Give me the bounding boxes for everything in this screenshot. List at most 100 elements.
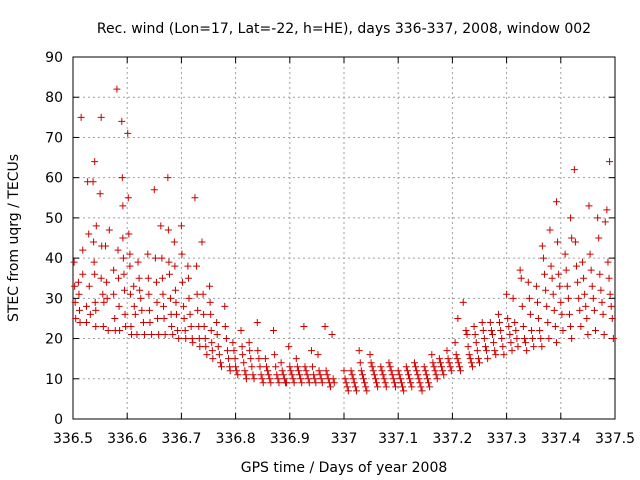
data-point <box>453 355 461 363</box>
data-point <box>207 310 215 318</box>
data-point <box>241 367 249 375</box>
data-point <box>262 363 270 371</box>
data-point <box>278 367 286 375</box>
data-point <box>144 250 152 258</box>
data-point <box>71 298 79 306</box>
data-point <box>414 371 422 379</box>
data-point <box>518 302 526 310</box>
data-point <box>184 274 192 282</box>
data-point <box>399 383 407 391</box>
data-point <box>130 302 138 310</box>
data-point <box>79 246 87 254</box>
data-point <box>72 314 80 322</box>
x-tick-label: 337.5 <box>595 431 635 447</box>
data-point <box>388 371 396 379</box>
data-point <box>229 339 237 347</box>
data-point <box>277 359 285 367</box>
x-tick-label: 336.7 <box>161 431 201 447</box>
data-point <box>198 238 206 246</box>
data-point <box>371 375 379 383</box>
y-tick-label: 60 <box>45 171 63 187</box>
data-point <box>285 343 293 351</box>
data-point <box>379 371 387 379</box>
data-point <box>604 258 612 266</box>
data-point <box>432 371 440 379</box>
data-point <box>226 367 234 375</box>
data-point <box>585 202 593 210</box>
data-point <box>563 282 571 290</box>
data-point <box>436 359 444 367</box>
data-point <box>481 343 489 351</box>
data-point <box>454 314 462 322</box>
data-point <box>158 274 166 282</box>
data-point <box>472 339 480 347</box>
data-point <box>171 286 179 294</box>
data-point <box>317 375 325 383</box>
data-point <box>110 290 118 298</box>
data-point <box>97 274 105 282</box>
data-point <box>606 158 614 166</box>
data-point <box>77 113 85 121</box>
data-point <box>581 290 589 298</box>
data-point <box>490 339 498 347</box>
data-point <box>237 327 245 335</box>
data-point <box>571 238 579 246</box>
data-point <box>425 379 433 387</box>
x-tick-label: 336.8 <box>216 431 256 447</box>
data-point <box>410 359 418 367</box>
data-point <box>173 310 181 318</box>
data-point <box>242 375 250 383</box>
data-point <box>589 294 597 302</box>
data-point <box>154 314 162 322</box>
data-point <box>191 194 199 202</box>
data-point <box>230 347 238 355</box>
data-point <box>221 302 229 310</box>
data-point <box>522 339 530 347</box>
data-point <box>568 234 576 242</box>
data-point <box>468 363 476 371</box>
data-point <box>160 302 168 310</box>
data-point <box>370 371 378 379</box>
data-point <box>185 294 193 302</box>
data-point <box>374 383 382 391</box>
data-point <box>513 335 521 343</box>
data-point <box>431 367 439 375</box>
data-point <box>597 286 605 294</box>
data-point <box>280 375 288 383</box>
data-point <box>532 282 540 290</box>
data-point <box>215 351 223 359</box>
data-point <box>499 343 507 351</box>
data-point <box>261 355 269 363</box>
data-point <box>349 375 357 383</box>
data-point <box>234 371 242 379</box>
data-point <box>275 379 283 387</box>
data-point <box>76 318 84 326</box>
data-point <box>90 258 98 266</box>
x-tick-label: 336.6 <box>107 431 147 447</box>
x-tick-label: 336.5 <box>53 431 93 447</box>
y-tick-label: 30 <box>45 291 63 307</box>
data-point <box>120 286 128 294</box>
data-point <box>550 306 558 314</box>
data-point <box>578 258 586 266</box>
data-point <box>188 335 196 343</box>
data-point <box>444 355 452 363</box>
data-point <box>115 274 123 282</box>
data-point <box>580 274 588 282</box>
data-point <box>164 174 172 182</box>
data-point <box>462 327 470 335</box>
data-point <box>178 250 186 258</box>
data-point <box>102 242 110 250</box>
data-point <box>315 367 323 375</box>
data-point <box>329 375 337 383</box>
data-point <box>417 383 425 391</box>
data-point <box>496 318 504 326</box>
data-point <box>135 274 143 282</box>
data-point <box>274 375 282 383</box>
data-point <box>115 302 123 310</box>
data-point <box>83 318 91 326</box>
data-point <box>607 302 615 310</box>
data-point <box>305 379 313 387</box>
data-point <box>239 351 247 359</box>
x-tick-label: 337.3 <box>487 431 527 447</box>
